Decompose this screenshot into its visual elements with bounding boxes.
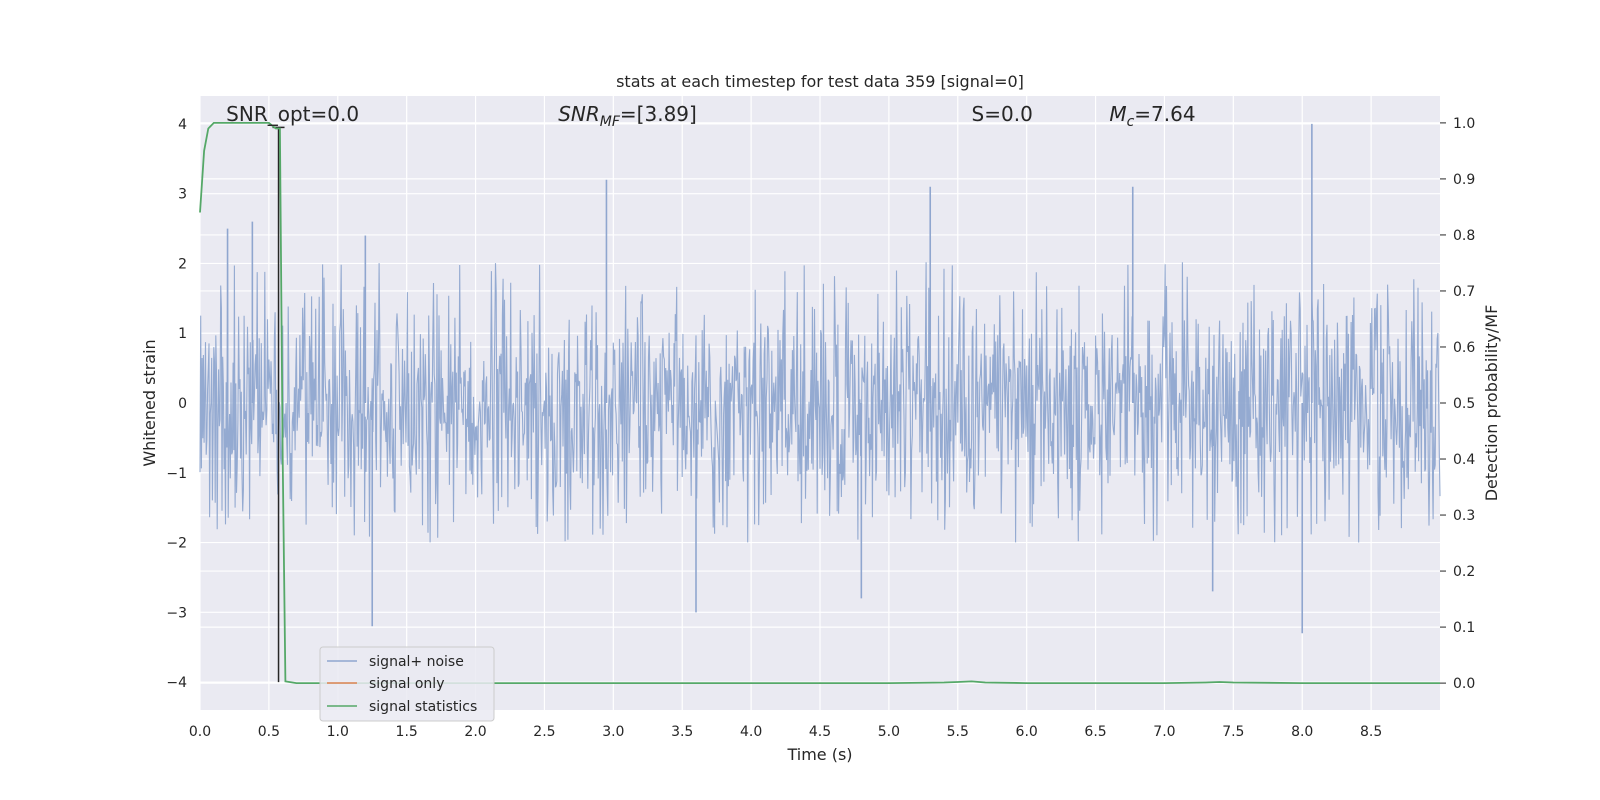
y-tick-label: −3 [166,605,187,621]
x-tick-label: 3.0 [602,724,624,740]
x-tick-label: 5.0 [878,724,900,740]
y-tick-label: 4 [178,117,187,133]
x-tick-label: 5.5 [947,724,969,740]
y2-tick-label: 0.9 [1453,172,1475,188]
x-tick-label: 8.5 [1360,724,1382,740]
y2-tick-label: 0.4 [1453,452,1475,468]
x-axis-label: Time (s) [786,745,852,764]
chart-title: stats at each timestep for test data 359… [616,72,1024,91]
x-tick-label: 0.0 [189,724,211,740]
y2-tick-label: 0.7 [1453,284,1475,300]
legend-label-signal-only: signal only [369,676,444,692]
y-tick-label: −4 [166,675,187,691]
noise-line [199,262,1441,543]
y2-axis-label: Detection probability/MF [1482,305,1501,502]
y2-tick-label: 0.1 [1453,620,1475,636]
y2-tick-label: 0.3 [1453,508,1475,524]
y-axis: −4 −3 −2 −1 0 1 2 3 4 [166,117,187,691]
x-tick-label: 6.5 [1084,724,1106,740]
x-tick-label: 2.5 [533,724,555,740]
legend-label-signal-statistics: signal statistics [369,699,477,715]
y-axis-label: Whitened strain [140,339,159,466]
annotations: SNR_opt=0.0 SNRMF=[3.89] S=0.0 Mc=7.64 [226,102,1195,130]
series-signal-noise [199,123,1441,634]
x-tick-label: 7.0 [1153,724,1175,740]
legend-label-signal-noise: signal+ noise [369,654,464,670]
y-tick-label: −2 [166,536,187,552]
annotation-1: SNRMF=[3.89] [558,102,697,130]
y2-tick-label: 0.5 [1453,396,1475,412]
y2-tick-label: 0.0 [1453,676,1475,692]
y-tick-label: 1 [178,326,187,342]
x-tick-label: 2.0 [464,724,486,740]
x-tick-label: 3.5 [671,724,693,740]
x-tick-label: 4.0 [740,724,762,740]
legend: signal+ noise signal only signal statist… [319,646,495,722]
annotation-0: SNR_opt=0.0 [226,102,359,126]
x-tick-label: 7.5 [1222,724,1244,740]
y-tick-label: 2 [178,256,187,272]
x-tick-label: 4.5 [809,724,831,740]
x-tick-label: 0.5 [258,724,280,740]
annotation-3: Mc=7.64 [1109,102,1195,130]
y2-tick-label: 0.8 [1453,228,1475,244]
x-tick-label: 1.5 [396,724,418,740]
x-tick-label: 6.0 [1016,724,1038,740]
y2-axis: 0.0 0.1 0.2 0.3 0.4 0.5 0.6 0.7 0.8 0.9 1.0 [1440,116,1475,692]
x-tick-label: 8.0 [1291,724,1313,740]
y-tick-label: 0 [178,396,187,412]
y-tick-label: −1 [166,466,187,482]
x-axis: 0.0 0.5 1.0 1.5 2.0 2.5 3.0 3.5 4.0 4.5 5.0 5.5 6.0 6… [189,724,1382,740]
y2-tick-label: 0.2 [1453,564,1475,580]
annotation-2: S=0.0 [972,102,1033,126]
legend-box [319,646,495,722]
y-tick-label: 3 [178,187,187,203]
y2-tick-label: 1.0 [1453,116,1475,132]
x-tick-label: 1.0 [327,724,349,740]
y2-tick-label: 0.6 [1453,340,1475,356]
